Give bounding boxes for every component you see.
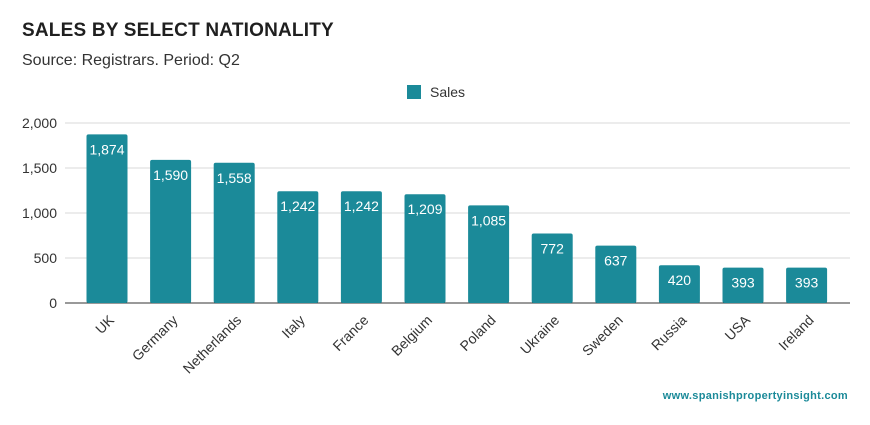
x-tick-label: UK	[92, 311, 118, 337]
x-tick-label: Italy	[278, 312, 307, 341]
bar	[277, 191, 319, 303]
bar	[468, 205, 510, 303]
x-tick-label: Russia	[648, 312, 690, 354]
chart-subtitle: Source: Registrars. Period: Q2	[22, 52, 240, 69]
bar	[404, 194, 446, 303]
x-tick-label: France	[329, 312, 371, 354]
data-label: 1,590	[153, 167, 188, 183]
data-label: 420	[668, 272, 692, 288]
x-tick-label: Germany	[129, 312, 181, 364]
data-label: 1,085	[471, 212, 506, 228]
bar	[658, 265, 700, 303]
bar	[722, 267, 764, 303]
x-tick-label: Belgium	[388, 312, 435, 359]
x-tick-label: Ukraine	[517, 312, 563, 358]
legend-swatch	[407, 85, 421, 99]
data-label: 1,242	[280, 198, 315, 214]
bar	[86, 134, 128, 303]
source-url[interactable]: www.spanishpropertyinsight.com	[662, 390, 848, 402]
x-tick-label: USA	[721, 311, 753, 343]
bar	[786, 267, 828, 303]
bar	[150, 159, 192, 303]
x-tick-label: Netherlands	[180, 312, 245, 377]
chart-title: SALES BY SELECT NATIONALITY	[22, 20, 334, 41]
bar	[531, 233, 573, 303]
x-tick-label: Ireland	[775, 312, 817, 354]
bars-layer	[86, 134, 828, 303]
y-tick-label: 0	[49, 295, 57, 311]
x-tick-label: Poland	[457, 312, 499, 354]
legend: Sales	[407, 84, 465, 100]
y-tick-label: 1,000	[22, 205, 57, 221]
bar	[340, 191, 382, 303]
legend-label: Sales	[430, 84, 466, 100]
data-label: 772	[541, 241, 565, 257]
bar	[213, 162, 255, 303]
y-tick-label: 2,000	[22, 115, 57, 131]
x-tick-label: Sweden	[579, 312, 626, 359]
data-label: 1,874	[89, 141, 124, 157]
grid-layer	[65, 122, 850, 304]
y-tick-label: 500	[34, 250, 58, 266]
y-tick-label: 1,500	[22, 160, 57, 176]
bar	[595, 245, 637, 303]
data-label: 1,242	[344, 198, 379, 214]
data-label: 1,209	[407, 201, 442, 217]
data-label: 393	[731, 275, 755, 291]
data-label: 393	[795, 275, 819, 291]
data-label: 637	[604, 253, 628, 269]
data-label: 1,558	[217, 170, 252, 186]
